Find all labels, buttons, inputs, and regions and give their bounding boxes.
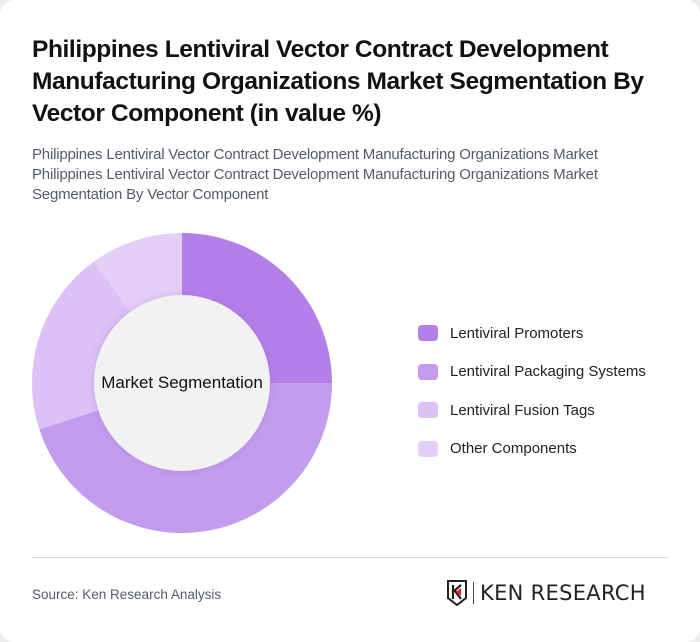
- donut-hole: [94, 295, 270, 471]
- logo-text: KEN RESEARCH: [480, 581, 646, 605]
- legend-label: Lentiviral Fusion Tags: [450, 401, 595, 419]
- logo-separator: [473, 582, 474, 604]
- chart-subtitle: Philippines Lentiviral Vector Contract D…: [32, 146, 598, 203]
- legend-item-packaging-systems[interactable]: Lentiviral Packaging Systems: [418, 353, 646, 392]
- legend-item-other-components[interactable]: Other Components: [418, 430, 646, 469]
- ken-research-logo: KEN RESEARCH: [446, 580, 646, 606]
- footer-divider: [32, 557, 668, 558]
- legend-swatch: [418, 363, 438, 380]
- donut-chart: Market Segmentation: [31, 233, 332, 533]
- legend-item-fusion-tags[interactable]: Lentiviral Fusion Tags: [418, 391, 646, 430]
- legend-label: Lentiviral Packaging Systems: [450, 363, 646, 381]
- chart-legend: Lentiviral Promoters Lentiviral Packagin…: [418, 314, 646, 468]
- ken-shield-icon: [447, 580, 467, 606]
- chart-title: Philippines Lentiviral Vector Contract D…: [32, 36, 644, 127]
- legend-swatch: [418, 402, 438, 419]
- source-note: Source: Ken Research Analysis: [32, 587, 222, 602]
- legend-swatch: [418, 440, 438, 457]
- legend-item-promoters[interactable]: Lentiviral Promoters: [418, 314, 646, 353]
- donut-svg: [31, 233, 332, 533]
- donut-center-label: Market Segmentation: [101, 373, 263, 392]
- legend-swatch: [418, 325, 438, 342]
- legend-label: Other Components: [450, 440, 577, 458]
- legend-label: Lentiviral Promoters: [450, 324, 584, 342]
